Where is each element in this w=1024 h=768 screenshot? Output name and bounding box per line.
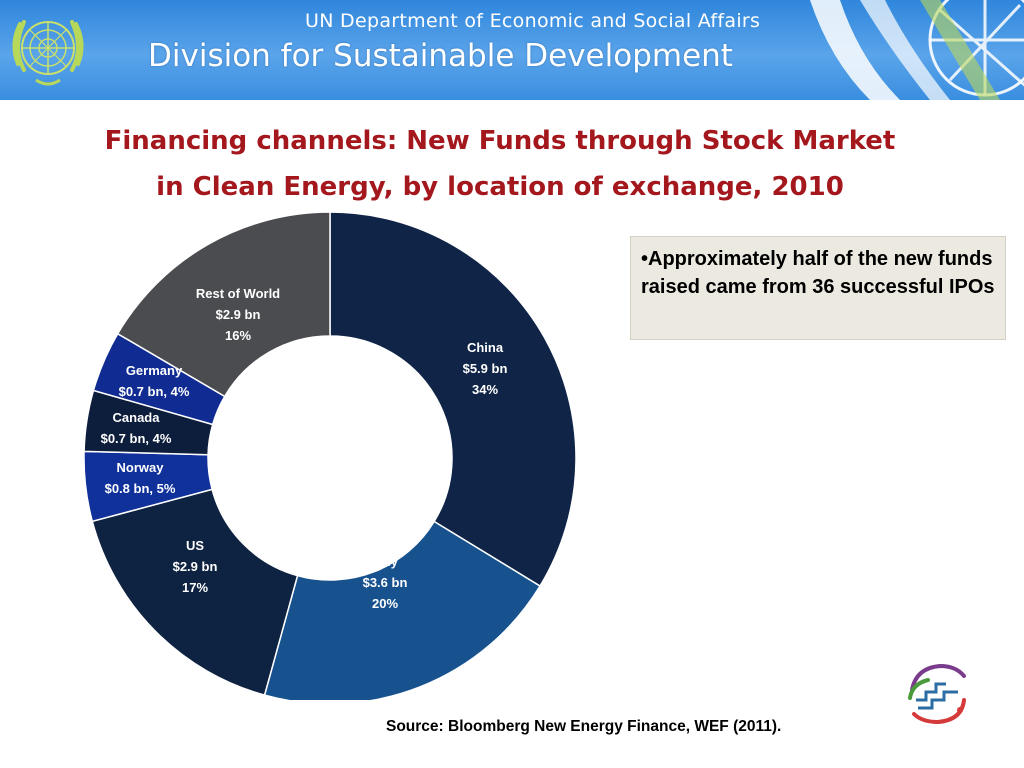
dsd-logo-icon: [902, 660, 974, 728]
slide-title-line-1: Financing channels: New Funds through St…: [0, 118, 1000, 164]
note-box: •Approximately half of the new funds rai…: [630, 236, 1006, 340]
slide-title-line-2: in Clean Energy, by location of exchange…: [0, 164, 1000, 210]
donut-chart: China $5.9 bn 34%Italy $3.6 bn 20%US $2.9 bn 1…: [0, 210, 620, 700]
slide-header: UN Department of Economic and Social Aff…: [0, 0, 1024, 100]
header-decoration-icon: [800, 0, 1024, 100]
un-emblem-icon: [6, 4, 90, 96]
department-name: UN Department of Economic and Social Aff…: [305, 10, 760, 32]
slide-title: Financing channels: New Funds through St…: [0, 118, 1000, 210]
slice-china: [330, 212, 576, 586]
division-name: Division for Sustainable Development: [148, 38, 733, 74]
source-citation: Source: Bloomberg New Energy Finance, WE…: [386, 718, 781, 736]
